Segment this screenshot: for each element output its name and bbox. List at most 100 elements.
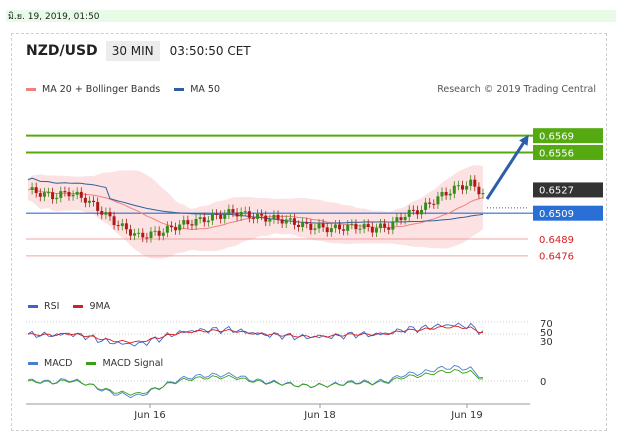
macd-signal-line [27, 369, 484, 396]
rsi-swatch [28, 305, 38, 308]
candle-body [169, 225, 173, 228]
legend-macd: MACD MACD Signal [28, 358, 163, 369]
candle-body [284, 219, 288, 224]
candle-body [354, 223, 358, 230]
candle-body [206, 220, 210, 223]
price-level-label: 0.6476 [539, 252, 574, 263]
candle-body [309, 223, 313, 230]
candle-body [297, 224, 301, 227]
ma50-swatch [174, 88, 185, 91]
candle-body [219, 214, 223, 219]
candle-body [182, 220, 186, 225]
candle-body [128, 229, 132, 236]
candle-body [420, 209, 424, 215]
candle-body [137, 232, 141, 234]
candle-body [374, 228, 378, 233]
candle-body [338, 224, 342, 230]
candle-body [268, 219, 272, 222]
candle-body [280, 219, 284, 224]
price-level-label-bg [533, 144, 603, 160]
legend-macd-signal-label: MACD Signal [102, 358, 164, 369]
candle-body [235, 212, 239, 217]
candle-body [379, 223, 383, 229]
candle-body [440, 191, 444, 197]
candle-body [79, 191, 83, 198]
candle-body [133, 233, 137, 236]
candle-body [157, 230, 161, 236]
candle-body [325, 227, 329, 233]
candle-body [145, 237, 149, 239]
candle-body [387, 227, 391, 230]
candle-body [124, 223, 128, 230]
candle-body [305, 222, 309, 224]
legend-ma20: MA 20 + Bollinger Bands [42, 84, 161, 95]
candle-body [350, 223, 354, 225]
candle-body [42, 192, 46, 197]
bollinger-band [28, 165, 483, 259]
price-level-label: 0.6489 [539, 235, 574, 246]
timeframe-button[interactable]: 30 MIN [105, 41, 160, 61]
candle-body [165, 225, 169, 233]
price-level-label-bg [533, 182, 603, 198]
candle-body [477, 186, 481, 195]
candle-body [395, 217, 399, 222]
candle-body [231, 209, 235, 213]
candle-body [186, 220, 190, 225]
candle-body [71, 194, 75, 197]
candle-body [51, 192, 55, 200]
candle-body [256, 213, 260, 219]
candle-body [444, 191, 448, 196]
ma50-line [27, 177, 484, 224]
candle-body [366, 223, 370, 228]
candle-body [424, 202, 428, 210]
candle-body [112, 216, 116, 226]
candle-body [161, 232, 165, 236]
candle-body [481, 193, 485, 195]
candle-body [59, 191, 63, 198]
candle-body [104, 212, 108, 215]
candle-body [198, 217, 202, 219]
candle-body [223, 214, 227, 219]
ma20-line [27, 188, 484, 230]
x-tick-label: Jun 16 [133, 410, 166, 421]
candle-body [67, 191, 71, 197]
rsi-ma-swatch [73, 305, 84, 308]
candle-body [264, 215, 268, 222]
candle-body [260, 213, 264, 216]
candle-body [452, 185, 456, 194]
candle-body [149, 231, 153, 239]
rsi-line [27, 322, 484, 347]
chart-panel [11, 33, 607, 431]
top-bar: มิ.ย. 19, 2019, 01:50 [0, 0, 617, 24]
price-level-label-bg [533, 128, 603, 144]
candle-body [399, 217, 403, 221]
candle-body [96, 202, 100, 211]
legend-rsi: RSI 9MA [28, 301, 110, 312]
candle-body [34, 187, 38, 194]
chart-header: NZD/USD 30 MIN 03:50:50 CET [26, 40, 251, 62]
x-tick-label: Jun 19 [450, 410, 483, 421]
candle-body [141, 232, 145, 238]
candle-body [432, 203, 436, 205]
ma20-swatch [26, 88, 36, 91]
candle-body [411, 209, 415, 211]
candle-body [276, 214, 280, 220]
candle-body [465, 185, 469, 190]
candle-body [153, 230, 157, 232]
rsi-tick-label: 30 [540, 337, 553, 348]
candle-body [87, 200, 91, 203]
macd-signal-swatch [86, 362, 97, 365]
date-bar: มิ.ย. 19, 2019, 01:50 [6, 10, 616, 22]
candle-body [313, 228, 317, 230]
candle-body [317, 223, 321, 229]
legend-macd-label: MACD [44, 358, 73, 369]
candle-body [75, 191, 79, 195]
candle-body [346, 224, 350, 231]
candle-body [202, 217, 206, 223]
candle-body [116, 225, 120, 227]
candle-body [251, 217, 255, 219]
time-label: 03:50:50 CET [169, 44, 251, 58]
macd-swatch [28, 362, 38, 365]
candle-body [239, 211, 243, 217]
